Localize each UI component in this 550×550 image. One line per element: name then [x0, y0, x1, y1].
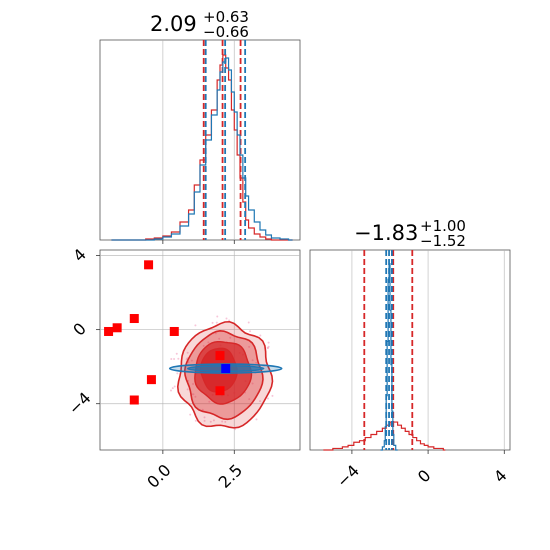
background-sample-dot-48 — [173, 358, 176, 361]
ticklabel-joint-y-1: 0 — [69, 319, 90, 340]
title-x2-upper: +1.00 — [420, 217, 466, 235]
ticklabel-joint-y-0: −4 — [65, 388, 95, 418]
background-sample-dot-24 — [194, 395, 197, 398]
background-sample-dot-16 — [247, 321, 250, 324]
background-sample-dot-84 — [170, 358, 173, 361]
background-sample-dot-29 — [203, 416, 206, 419]
background-sample-dot-54 — [194, 419, 197, 422]
ticklabel-x2-marginal-0: −4 — [333, 461, 363, 491]
background-sample-dot-15 — [208, 400, 211, 403]
background-sample-dot-44 — [216, 315, 219, 318]
background-sample-dot-78 — [190, 359, 193, 362]
background-sample-dot-85 — [248, 398, 251, 401]
background-sample-dot-81 — [259, 334, 262, 337]
title-x1-value: 2.09 — [150, 12, 197, 36]
background-sample-dot-30 — [251, 382, 254, 385]
panel-x1-marginal: 2.09 +0.63 −0.66 — [99, 8, 301, 244]
background-sample-dot-18 — [192, 382, 195, 385]
histogram-x1-blue — [111, 57, 293, 241]
background-sample-dot-89 — [189, 413, 192, 416]
background-sample-dot-61 — [214, 332, 217, 335]
background-sample-dot-32 — [175, 352, 178, 355]
background-sample-dot-58 — [173, 385, 176, 388]
background-sample-dot-70 — [177, 357, 180, 360]
axis-frame-x2-marginal — [309, 249, 511, 451]
background-sample-dot-20 — [202, 344, 205, 347]
title-x1-upper: +0.63 — [203, 8, 249, 26]
red-square-marker-6 — [169, 326, 179, 336]
ticklabel-joint-x-1: 2.5 — [215, 460, 246, 491]
background-sample-dot-37 — [255, 418, 258, 421]
background-sample-dot-22 — [225, 317, 228, 320]
title-x1-lower: −0.66 — [203, 23, 249, 41]
panel-x1-x2-joint: 0.0 2.5 −4 0 4 — [65, 245, 301, 492]
blue-square-marker — [221, 364, 231, 374]
background-sample-dot-88 — [169, 389, 172, 392]
red-square-marker-8 — [215, 386, 225, 396]
background-sample-dot-25 — [224, 420, 227, 423]
background-sample-dot-72 — [212, 419, 215, 422]
background-sample-dot-5 — [211, 321, 214, 324]
title-x2-value: −1.83 — [354, 221, 418, 245]
title-x2-lower: −1.52 — [420, 232, 466, 250]
ticklabel-joint-x-0: 0.0 — [143, 460, 174, 491]
background-sample-dot-79 — [171, 387, 174, 390]
red-square-marker-5 — [129, 395, 139, 405]
background-sample-dot-11 — [271, 394, 274, 397]
background-sample-dot-9 — [186, 388, 189, 391]
background-sample-dot-62 — [251, 359, 254, 362]
background-sample-dot-39 — [221, 420, 224, 423]
background-sample-dot-12 — [248, 345, 251, 348]
red-square-marker-3 — [144, 260, 154, 270]
background-sample-dot-28 — [255, 361, 258, 364]
background-sample-dot-42 — [229, 336, 232, 339]
background-sample-dot-14 — [186, 351, 189, 354]
background-sample-dot-38 — [266, 397, 269, 400]
red-square-marker-4 — [146, 375, 156, 385]
red-square-marker-0 — [104, 326, 114, 336]
background-sample-dot-33 — [187, 361, 190, 364]
background-sample-dot-73 — [218, 337, 221, 340]
background-sample-dot-86 — [176, 372, 179, 375]
background-sample-dot-43 — [203, 419, 206, 422]
background-sample-dot-41 — [207, 341, 210, 344]
red-square-marker-7 — [215, 351, 225, 361]
ticklabel-x2-marginal-1: 0 — [414, 466, 435, 487]
axis-frame-joint — [99, 249, 301, 451]
histogram-x1-red — [111, 54, 293, 241]
background-sample-dot-87 — [233, 428, 236, 431]
ticklabel-joint-y-2: 4 — [69, 245, 90, 266]
ticklabel-x2-marginal-2: 4 — [490, 466, 511, 487]
background-sample-dot-36 — [215, 321, 218, 324]
background-sample-dot-19 — [249, 330, 252, 333]
background-sample-dot-4 — [192, 393, 195, 396]
red-square-marker-2 — [129, 314, 139, 324]
background-sample-dot-74 — [266, 347, 269, 350]
background-sample-dot-83 — [259, 400, 262, 403]
background-sample-dot-82 — [201, 408, 204, 411]
background-sample-dot-47 — [267, 341, 270, 344]
axis-frame-x1-marginal — [99, 39, 301, 241]
panel-x2-marginal: −1.83 +1.00 −1.52 −4 0 4 — [309, 217, 511, 491]
red-square-marker-1 — [112, 323, 122, 333]
background-sample-dot-71 — [194, 324, 197, 327]
background-sample-dot-53 — [209, 420, 212, 423]
